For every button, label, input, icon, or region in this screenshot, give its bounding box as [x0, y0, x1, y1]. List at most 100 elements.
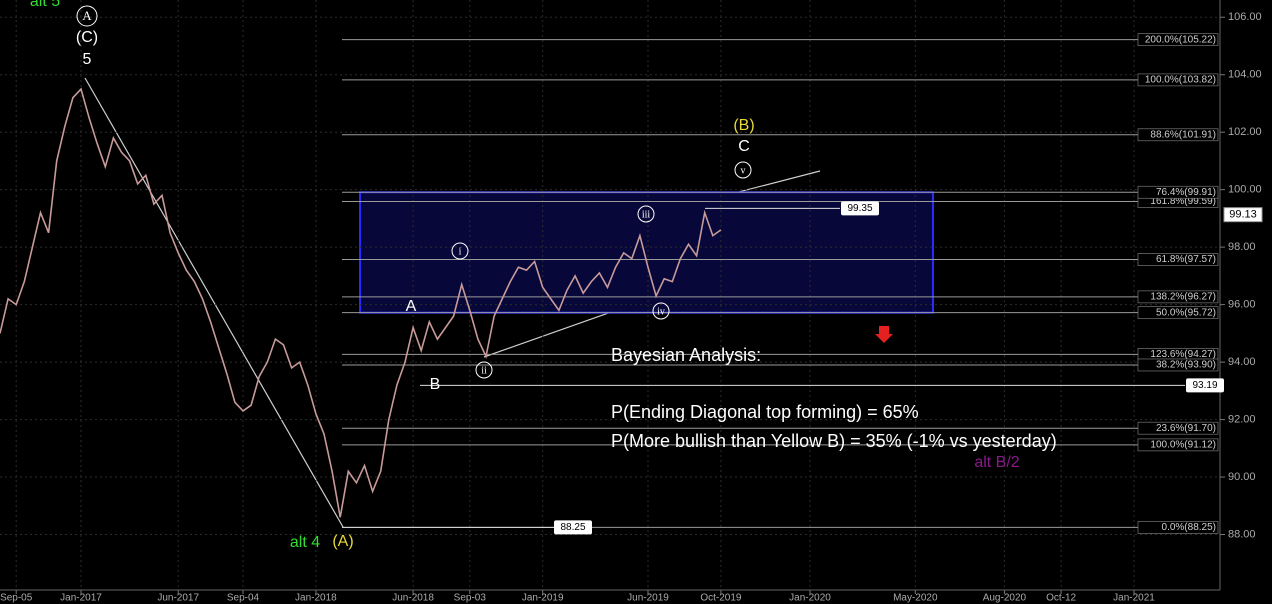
level-tag: 61.8%(97.57) [1137, 253, 1219, 266]
level-box [1137, 438, 1219, 452]
zone-box [359, 191, 934, 314]
level-label: 161.8%(99.59) [1150, 196, 1216, 207]
analysis-note: Bayesian Analysis: [611, 345, 761, 365]
level-label: 38.2%(93.90) [1156, 360, 1216, 371]
y-tick-label: 106.00 [1228, 11, 1262, 23]
analysis-note: P(More bullish than Yellow B) = 35% (-1%… [611, 431, 1057, 451]
wave-label: C [738, 138, 750, 155]
level-label: 50.0%(95.72) [1156, 307, 1216, 318]
level-tag: 76.4%(99.91) [1137, 185, 1219, 199]
x-tick-label: Jun-2019 [627, 593, 669, 604]
level-label: 100.0%(103.82) [1145, 75, 1216, 86]
level-label: 61.8%(97.57) [1156, 254, 1216, 265]
price-box [841, 201, 879, 216]
wave-label: 5 [83, 51, 92, 68]
wave-label: A [82, 8, 92, 23]
level-tag: 100.0%(91.12) [1137, 438, 1219, 452]
wave-label: alt 5 [30, 0, 60, 10]
wave-circle [652, 302, 670, 320]
level-tag: 88.6%(101.91) [1137, 128, 1219, 142]
current-price-label: 99.13 [1229, 209, 1257, 221]
current-price-box [1223, 207, 1263, 223]
wave-label: ii [481, 365, 487, 376]
level-label: 138.2%(96.27) [1150, 292, 1216, 303]
level-box [1137, 128, 1219, 142]
wave-label: i [459, 246, 462, 257]
level-tag: 138.2%(96.27) [1137, 290, 1219, 304]
level-tag: 50.0%(95.72) [1137, 306, 1219, 320]
x-tick-label: Oct-12 [1046, 593, 1076, 604]
level-tag: 38.2%(93.90) [1137, 358, 1219, 372]
wave-label: A [406, 298, 417, 315]
price-label: 99.35 [847, 203, 872, 214]
level-label: 123.6%(94.27) [1150, 349, 1216, 360]
price-line-series [0, 87, 722, 518]
level-label: 88.6%(101.91) [1150, 129, 1216, 140]
level-tag: 100.0%(103.82) [1137, 73, 1219, 87]
level-tag: 23.6%(91.70) [1137, 421, 1219, 435]
y-tick-label: 94.00 [1228, 356, 1256, 368]
x-tick-label: Jan-2021 [1113, 593, 1155, 604]
level-label: 0.0%(88.25) [1162, 522, 1216, 533]
y-tick-label: 102.00 [1228, 126, 1262, 138]
wave-circle [76, 5, 98, 27]
level-label: 76.4%(99.91) [1156, 187, 1216, 198]
down-arrow [875, 326, 893, 343]
x-tick-label: Jan-2017 [60, 593, 102, 604]
y-tick-label: 90.00 [1228, 471, 1256, 483]
x-tick-label: Jan-2018 [295, 593, 337, 604]
wave-label: (C) [76, 29, 98, 46]
x-tick-label: May-2020 [893, 593, 938, 604]
x-tick-label: Jun-2017 [157, 593, 199, 604]
trend-line [84, 77, 344, 528]
wave-circle [451, 242, 469, 260]
wave-label: v [741, 165, 746, 176]
level-tag: 200.0%(105.22) [1137, 33, 1219, 47]
level-box [1137, 358, 1219, 372]
wave-label: iii [642, 209, 651, 220]
wave-label: (A) [332, 533, 353, 550]
wave-label: (B) [733, 117, 754, 134]
level-label: 23.6%(91.70) [1156, 423, 1216, 434]
wave-label: B [430, 376, 441, 393]
x-tick-label: Sep-05 [0, 593, 33, 604]
level-box [1137, 421, 1219, 435]
level-box [1137, 33, 1219, 47]
y-tick-label: 98.00 [1228, 241, 1256, 253]
level-label: 200.0%(105.22) [1145, 34, 1216, 45]
price-label: 88.25 [560, 522, 585, 533]
y-tick-label: 92.00 [1228, 413, 1256, 425]
y-tick-label: 104.00 [1228, 69, 1262, 81]
x-tick-label: Jan-2019 [522, 593, 564, 604]
level-tag: 0.0%(88.25) [1137, 520, 1219, 534]
x-tick-label: Oct-2019 [700, 593, 742, 604]
wave-label: iv [657, 306, 665, 317]
level-box [1137, 290, 1219, 304]
level-tag: 123.6%(94.27) [1137, 347, 1219, 361]
wave-label: alt B/2 [974, 454, 1019, 471]
price-box [1186, 378, 1224, 393]
x-tick-label: Jan-2020 [789, 593, 831, 604]
price-box [554, 520, 592, 535]
price-label: 93.19 [1192, 380, 1217, 391]
level-box [1137, 520, 1219, 534]
analysis-note: P(Ending Diagonal top forming) = 65% [611, 402, 919, 422]
level-box [1137, 73, 1219, 87]
y-tick-label: 88.00 [1228, 528, 1256, 540]
wave-circle [734, 161, 752, 179]
wave-circle [475, 361, 493, 379]
wave-label: alt 4 [290, 534, 320, 551]
wave-circle [637, 205, 655, 223]
x-tick-label: Aug-2020 [983, 593, 1027, 604]
y-tick-label: 100.00 [1228, 184, 1262, 196]
level-box [1137, 185, 1219, 199]
level-box [1137, 253, 1219, 266]
x-tick-label: Sep-04 [227, 593, 260, 604]
x-tick-label: Sep-03 [454, 593, 487, 604]
level-box [1137, 306, 1219, 320]
level-label: 100.0%(91.12) [1150, 440, 1216, 451]
y-tick-label: 96.00 [1228, 299, 1256, 311]
x-tick-label: Jun-2018 [392, 593, 434, 604]
